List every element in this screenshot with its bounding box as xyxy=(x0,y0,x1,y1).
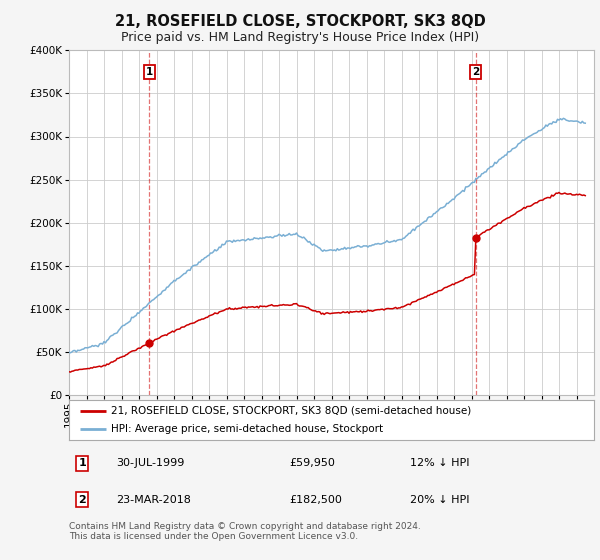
Text: 23-MAR-2018: 23-MAR-2018 xyxy=(116,495,191,505)
Text: 21, ROSEFIELD CLOSE, STOCKPORT, SK3 8QD (semi-detached house): 21, ROSEFIELD CLOSE, STOCKPORT, SK3 8QD … xyxy=(111,406,471,416)
Text: 21, ROSEFIELD CLOSE, STOCKPORT, SK3 8QD: 21, ROSEFIELD CLOSE, STOCKPORT, SK3 8QD xyxy=(115,14,485,29)
Text: 2: 2 xyxy=(472,67,479,77)
Text: Contains HM Land Registry data © Crown copyright and database right 2024.
This d: Contains HM Land Registry data © Crown c… xyxy=(69,522,421,542)
Text: £182,500: £182,500 xyxy=(290,495,343,505)
Text: HPI: Average price, semi-detached house, Stockport: HPI: Average price, semi-detached house,… xyxy=(111,424,383,434)
Text: 1: 1 xyxy=(146,67,153,77)
Text: 1: 1 xyxy=(78,459,86,468)
Text: 20% ↓ HPI: 20% ↓ HPI xyxy=(410,495,470,505)
Text: £59,950: £59,950 xyxy=(290,459,335,468)
Text: 12% ↓ HPI: 12% ↓ HPI xyxy=(410,459,470,468)
Text: 2: 2 xyxy=(78,495,86,505)
Text: 30-JUL-1999: 30-JUL-1999 xyxy=(116,459,185,468)
Text: Price paid vs. HM Land Registry's House Price Index (HPI): Price paid vs. HM Land Registry's House … xyxy=(121,31,479,44)
